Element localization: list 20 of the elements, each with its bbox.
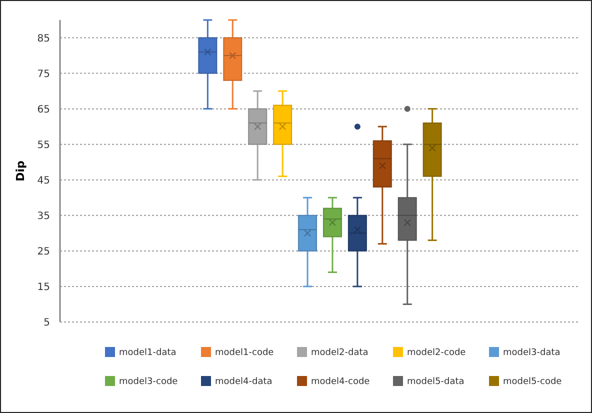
legend-label: model2-code bbox=[407, 348, 466, 358]
y-tick-label: 85 bbox=[37, 33, 50, 44]
legend-label: model5-data bbox=[407, 377, 464, 388]
legend-label: model2-data bbox=[311, 348, 368, 358]
y-tick-label: 5 bbox=[44, 318, 50, 328]
legend-label: model1-data bbox=[119, 348, 176, 358]
legend-label: model3-data bbox=[503, 348, 560, 358]
y-tick-label: 45 bbox=[37, 175, 50, 186]
legend-label: model4-code bbox=[311, 377, 370, 388]
y-tick-label: 35 bbox=[37, 210, 50, 222]
legend-label: model1-code bbox=[215, 348, 274, 358]
y-tick-label: 25 bbox=[37, 246, 50, 258]
legend-label: model5-code bbox=[503, 377, 562, 388]
legend-label: model3-code bbox=[119, 377, 178, 388]
legend-label: model4-data bbox=[215, 377, 272, 388]
y-tick-label: 15 bbox=[37, 282, 50, 293]
y-tick-label: 55 bbox=[37, 140, 50, 151]
y-tick-label: 75 bbox=[37, 68, 50, 80]
y-axis-title: Dip bbox=[14, 160, 27, 182]
y-tick-label: 65 bbox=[37, 104, 50, 116]
